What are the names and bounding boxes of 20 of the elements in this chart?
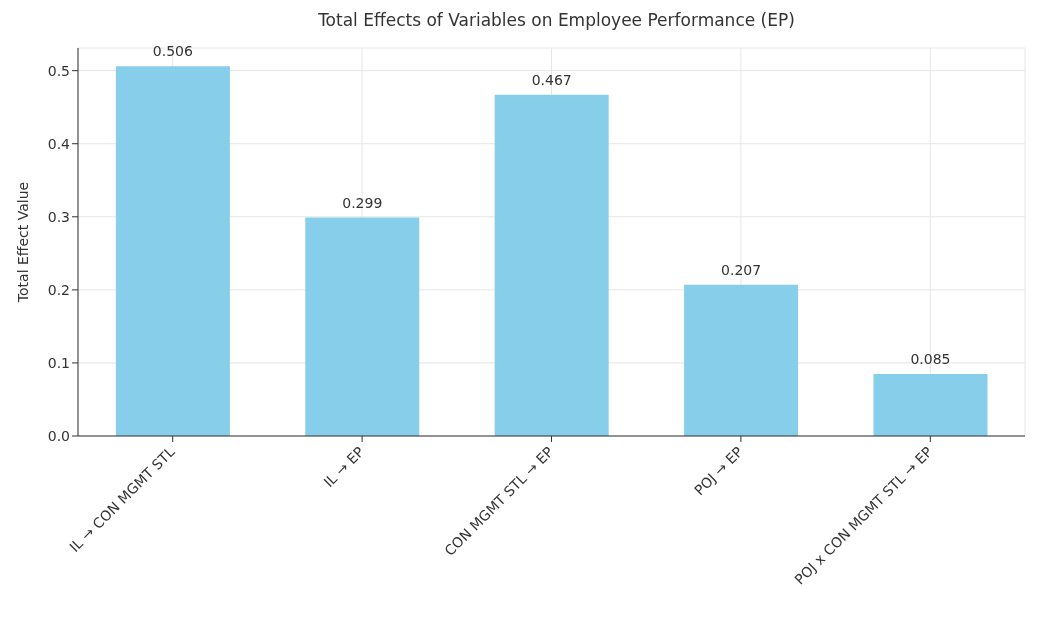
data-label: 0.207 — [721, 261, 762, 278]
x-tick-label: POJ → EP — [691, 443, 746, 499]
y-tick-label: 0.2 — [47, 281, 70, 298]
y-tick-label: 0.0 — [47, 427, 70, 444]
y-tick-label: 0.3 — [47, 208, 70, 225]
y-tick-label: 0.5 — [47, 62, 70, 79]
data-label: 0.506 — [152, 43, 194, 60]
chart-title: Total Effects of Variables on Employee Performance (EP) — [317, 10, 796, 30]
data-label: 0.467 — [531, 71, 572, 88]
bar — [115, 66, 230, 436]
bar — [494, 94, 609, 436]
x-tick-label: IL → EP — [320, 443, 368, 491]
y-axis-title: Total Effect Value — [14, 181, 31, 304]
bar — [305, 217, 420, 436]
bar — [873, 373, 988, 436]
data-label: 0.299 — [342, 194, 383, 211]
bar — [684, 284, 799, 436]
y-tick-label: 0.1 — [47, 354, 70, 371]
y-tick-label: 0.4 — [47, 135, 71, 152]
data-label: 0.085 — [910, 350, 951, 367]
